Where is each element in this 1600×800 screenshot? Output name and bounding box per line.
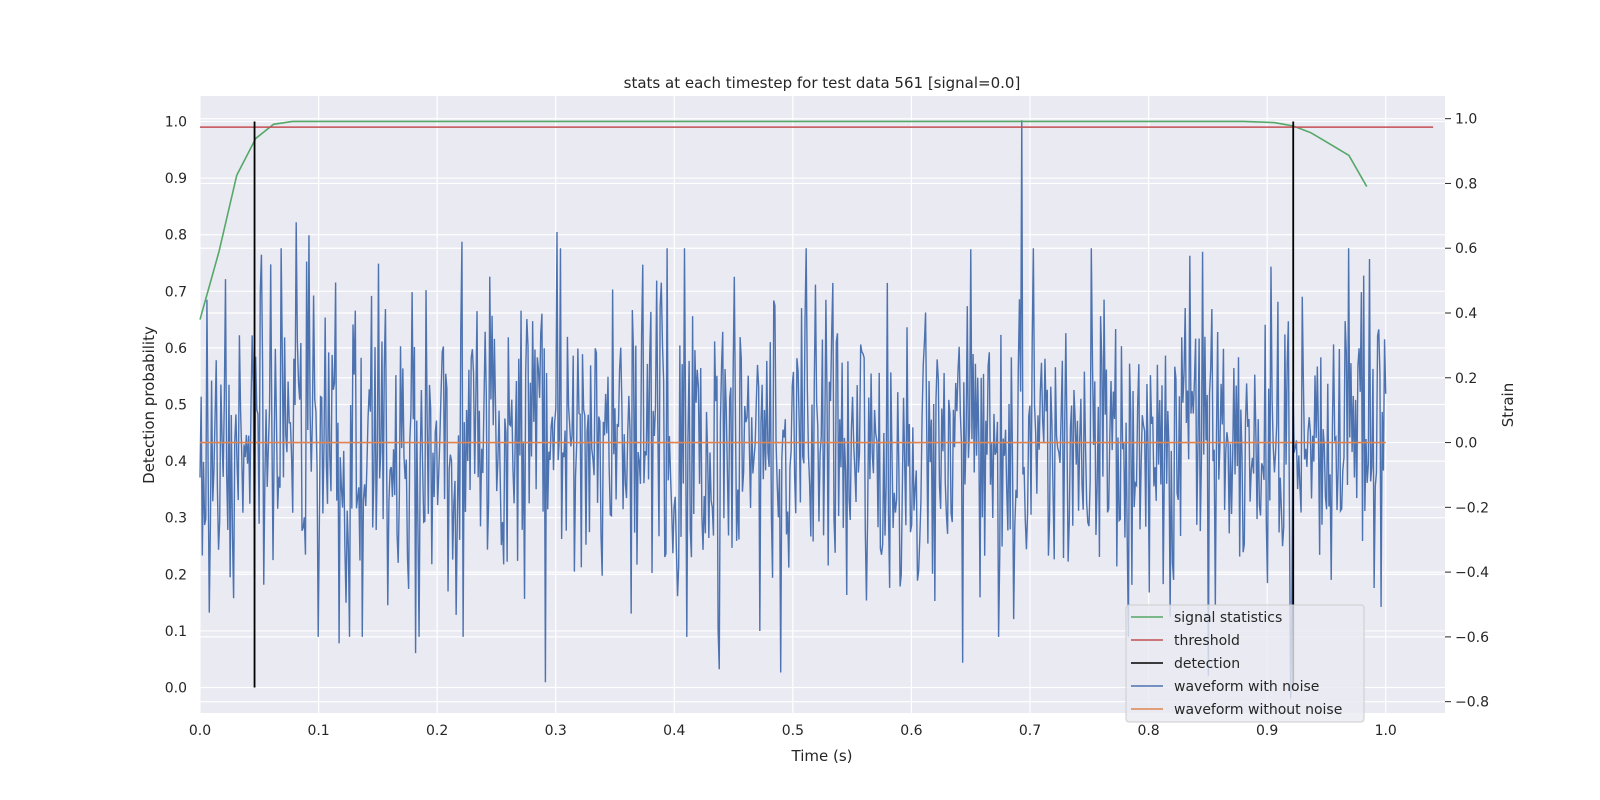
x-tick-label: 0.8	[1137, 723, 1159, 739]
y-left-tick-label: 0.2	[165, 567, 187, 583]
legend-label-waveform-with-noise: waveform with noise	[1174, 679, 1319, 695]
y-left-tick-label: 0.9	[165, 171, 187, 187]
x-tick-label: 0.4	[663, 723, 685, 739]
y-left-tick-label: 0.4	[165, 454, 187, 470]
x-tick-label: 0.6	[900, 723, 922, 739]
legend: signal statistics threshold detection wa…	[1125, 604, 1365, 723]
y-left-tick-label: 0.8	[165, 228, 187, 244]
chart-title: stats at each timestep for test data 561…	[624, 74, 1021, 92]
y-right-tick-label: −0.6	[1455, 630, 1489, 646]
x-tick-label: 1.0	[1375, 723, 1397, 739]
ticks: 0.0 0.1 0.2 0.3 0.4 0.5 0.6 0.7 0.8 0.9 1.0 0.0 0.1 0…	[165, 112, 1489, 739]
y-axis-label-right: Strain	[1499, 383, 1517, 427]
x-tick-label: 0.3	[545, 723, 567, 739]
y-right-tick-label: 0.0	[1455, 436, 1477, 452]
legend-label-signal-statistics: signal statistics	[1174, 610, 1282, 626]
legend-label-threshold: threshold	[1174, 633, 1240, 649]
y-axis-label-left: Detection probability	[140, 326, 158, 484]
y-right-tick-label: −0.8	[1455, 695, 1489, 711]
y-left-tick-label: 0.1	[165, 624, 187, 640]
series-layer	[199, 120, 1434, 699]
legend-label-detection: detection	[1174, 656, 1240, 672]
x-axis-label: Time (s)	[791, 747, 853, 765]
series-line-signal-statistics	[199, 120, 1368, 320]
x-tick-label: 0.2	[426, 723, 448, 739]
y-right-tick-label: 0.8	[1455, 176, 1477, 192]
y-left-tick-label: 0.7	[165, 284, 187, 300]
x-tick-label: 0.9	[1256, 723, 1278, 739]
y-right-tick-label: 0.4	[1455, 306, 1477, 322]
legend-box	[1125, 604, 1365, 723]
x-tick-label: 0.1	[307, 723, 329, 739]
y-left-tick-label: 0.0	[165, 681, 187, 697]
y-left-tick-label: 0.5	[165, 398, 187, 414]
x-tick-label: 0.0	[189, 723, 211, 739]
y-right-tick-label: 0.2	[1455, 371, 1477, 387]
y-right-tick-label: −0.4	[1455, 565, 1489, 581]
y-left-tick-label: 1.0	[165, 114, 187, 130]
legend-label-waveform-without-noise: waveform without noise	[1174, 702, 1342, 718]
y-left-tick-label: 0.3	[165, 511, 187, 527]
y-right-tick-label: −0.2	[1455, 500, 1489, 516]
y-right-tick-label: 0.6	[1455, 241, 1477, 257]
x-tick-label: 0.5	[782, 723, 804, 739]
y-right-tick-label: 1.0	[1455, 112, 1477, 128]
y-left-tick-label: 0.6	[165, 341, 187, 357]
x-tick-label: 0.7	[1019, 723, 1041, 739]
series-line-waveform-with-noise	[199, 120, 1387, 699]
